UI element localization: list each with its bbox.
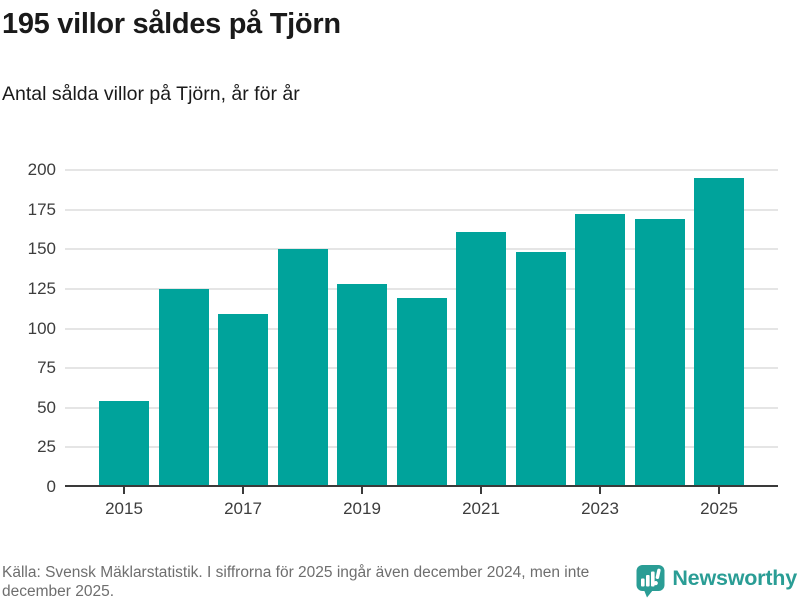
y-tick-label-100: 100	[27, 318, 56, 338]
x-tick-label-2019: 2019	[343, 499, 381, 518]
x-tick-label-2017: 2017	[224, 499, 262, 518]
y-tick-label-0: 0	[46, 477, 56, 496]
x-tick-2021	[480, 487, 482, 494]
y-tick-label-25: 25	[37, 437, 56, 457]
y-axis-labels: 0 25 50 75 100 125 150 175 200	[0, 160, 56, 496]
x-tick-2015	[123, 487, 125, 494]
gridline-200	[65, 169, 778, 171]
bar-2025	[694, 177, 744, 487]
footer: Källa: Svensk Mäklarstatistik. I siffror…	[0, 562, 800, 600]
newsworthy-logo: Newsworthy	[636, 564, 797, 598]
gridline-150	[65, 248, 778, 251]
y-tick-label-75: 75	[37, 358, 56, 378]
x-tick-label-2015: 2015	[105, 499, 143, 518]
y-tick-label-50: 50	[37, 397, 56, 417]
y-tick-label-150: 150	[27, 239, 56, 259]
x-tick-label-2023: 2023	[581, 499, 619, 518]
x-tick-label-2025: 2025	[700, 499, 738, 518]
x-tick-2023	[599, 487, 601, 494]
bar-2015	[99, 401, 149, 487]
x-tick-label-2021: 2021	[462, 499, 500, 518]
y-tick-label-125: 125	[27, 278, 56, 298]
newsworthy-wordmark: Newsworthy	[672, 566, 797, 590]
x-axis-line	[65, 485, 778, 487]
bar-2016	[158, 288, 209, 487]
bar-2023	[575, 214, 625, 487]
bar-2018	[277, 249, 328, 487]
chart-title: 195 villor såldes på Tjörn	[2, 8, 341, 40]
bar-2022	[515, 252, 566, 487]
bar-2024	[634, 219, 685, 487]
newsworthy-bubble-chart-icon	[636, 565, 665, 598]
y-tick-label-200: 200	[27, 160, 56, 179]
bar-2020	[396, 298, 447, 487]
chart-subtitle: Antal sålda villor på Tjörn, år för år	[2, 83, 300, 105]
x-tick-2025	[718, 487, 720, 494]
x-tick-2017	[242, 487, 244, 494]
y-tick-label-175: 175	[27, 199, 56, 219]
gridline-125	[65, 287, 778, 290]
bar-2017	[218, 314, 268, 487]
gridline-175	[65, 208, 778, 211]
source-note: Källa: Svensk Mäklarstatistik. I siffror…	[2, 564, 590, 600]
bar-chart: 0 25 50 75 100 125 150 175 200 2015 2017 2019 2021 2…	[0, 160, 800, 530]
plot-area: 2015 2017 2019 2021 2023 2025	[65, 169, 778, 518]
x-tick-2019	[361, 487, 363, 494]
bar-2021	[456, 231, 506, 487]
bar-2019	[337, 284, 387, 487]
